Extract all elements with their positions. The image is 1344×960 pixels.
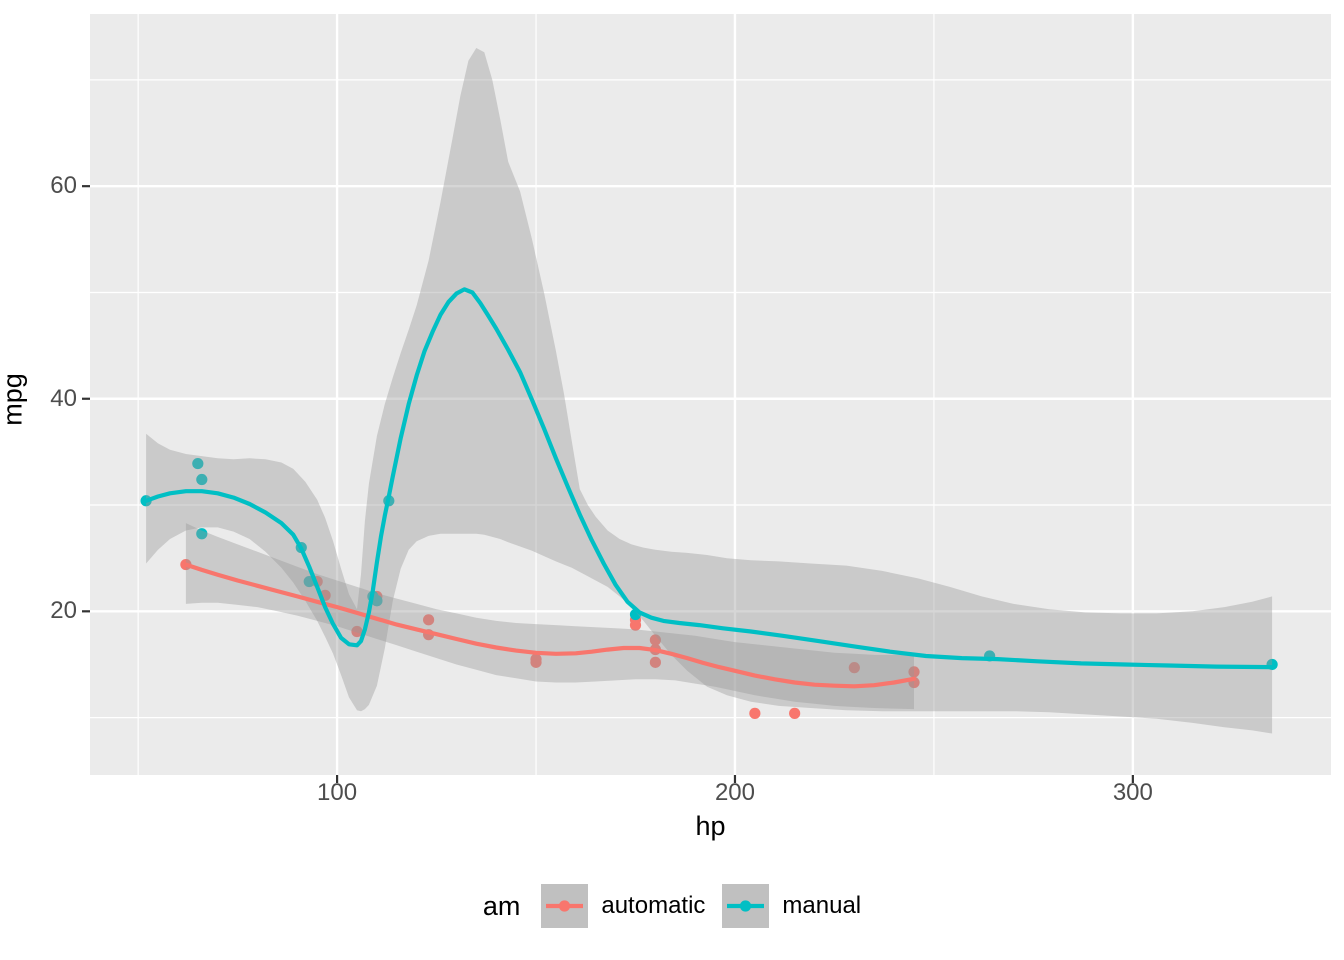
data-point-automatic: [649, 656, 661, 668]
legend-key-manual: [722, 884, 770, 928]
data-point-automatic: [649, 634, 661, 646]
legend-entry-manual: manual: [722, 884, 861, 928]
y-tick-label: 60: [50, 172, 77, 200]
legend-key-automatic: [541, 884, 589, 928]
panel-background: [90, 14, 1331, 775]
y-tick-label: 40: [50, 384, 77, 412]
x-tick-label: 300: [1112, 779, 1153, 806]
smooth-line-automatic: [183, 562, 917, 689]
data-point-automatic: [749, 707, 761, 719]
data-point-automatic: [530, 656, 542, 668]
x-tick-label: 200: [714, 779, 755, 806]
legend-label-automatic: automatic: [601, 892, 706, 919]
legend-title: am: [482, 890, 521, 921]
data-point-automatic: [422, 614, 435, 626]
legend-entry-automatic: automatic: [541, 884, 705, 928]
legend-label-manual: manual: [782, 892, 862, 919]
data-point-automatic: [908, 666, 920, 678]
legend-key-point: [559, 900, 571, 912]
x-axis-title: hp: [695, 811, 726, 841]
smooth-line-manual: [144, 287, 1275, 670]
legend-key-point: [740, 900, 752, 912]
data-point-manual: [192, 457, 204, 470]
data-point-automatic: [848, 662, 860, 674]
x-tick-label: 100: [317, 779, 358, 806]
data-point-automatic: [789, 707, 801, 719]
legend: am automatic manual: [0, 883, 1344, 929]
data-point-manual: [196, 473, 208, 486]
data-point-automatic: [351, 625, 363, 638]
confidence-ribbon-automatic: [185, 523, 914, 710]
y-tick-label: 20: [50, 597, 77, 625]
data-point-manual: [196, 528, 208, 540]
